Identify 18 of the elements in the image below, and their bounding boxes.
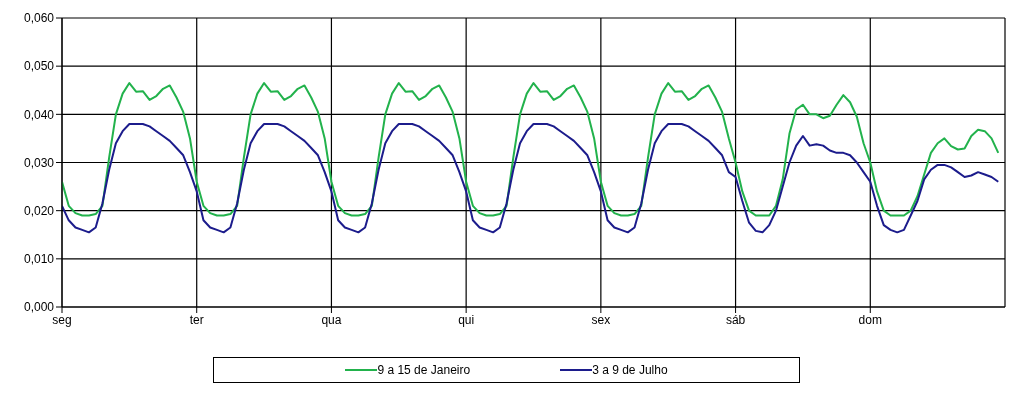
x-tick-label: ter bbox=[189, 312, 204, 327]
x-tick-label: qui bbox=[458, 312, 475, 327]
y-tick-label: 0,040 bbox=[23, 107, 55, 122]
y-tick-label: 0,050 bbox=[23, 59, 55, 74]
x-tick-label: sex bbox=[591, 312, 611, 327]
line-series bbox=[62, 122, 1000, 234]
x-tick-label: seg bbox=[52, 312, 72, 327]
y-tick-label: 0,060 bbox=[23, 11, 55, 26]
legend-label: 3 a 9 de Julho bbox=[592, 363, 668, 377]
x-tick-label: dom bbox=[858, 312, 882, 327]
x-tick-label: qua bbox=[321, 312, 342, 327]
y-tick-label: 0,010 bbox=[23, 252, 55, 267]
y-tick-label: 0,000 bbox=[23, 300, 55, 315]
y-tick-label: 0,030 bbox=[23, 155, 55, 170]
legend-label: 9 a 15 de Janeiro bbox=[377, 363, 471, 377]
y-tick-label: 0,020 bbox=[23, 203, 55, 218]
line-series bbox=[62, 82, 1000, 217]
x-tick-label: sáb bbox=[725, 312, 746, 327]
